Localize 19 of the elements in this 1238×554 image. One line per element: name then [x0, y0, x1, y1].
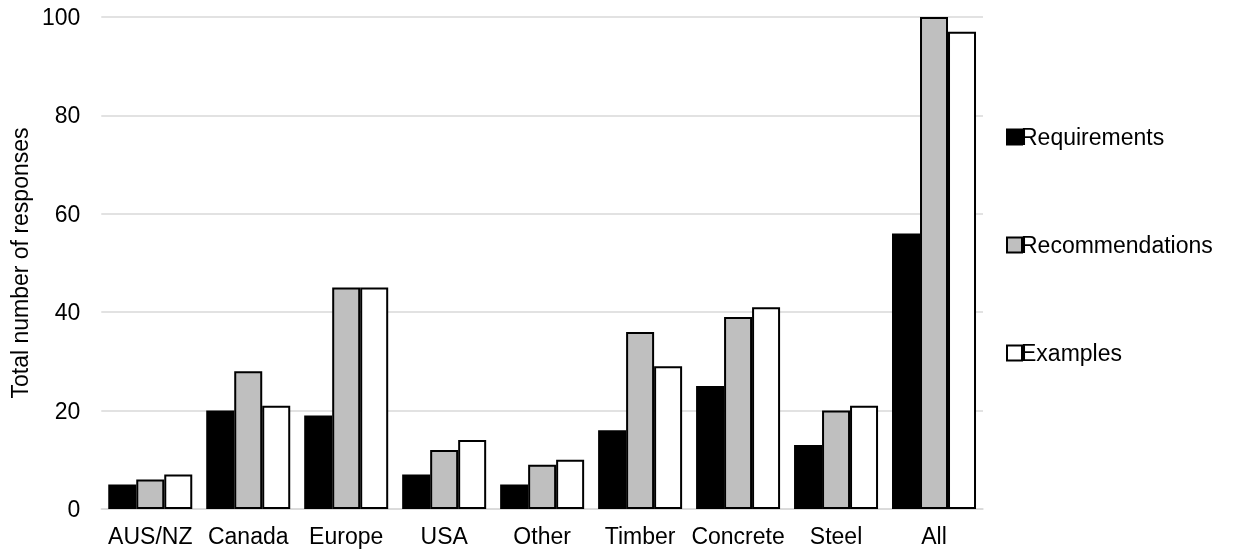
x-tick-label: Steel [809, 522, 863, 549]
y-tick-label: 80 [54, 102, 81, 129]
y-tick-label: 100 [41, 4, 81, 30]
legend-label: Recommendations [1021, 232, 1213, 258]
x-tick-label: Concrete [691, 522, 785, 549]
y-axis-title: Total number of responses [6, 127, 33, 399]
y-tick-label: 60 [54, 200, 81, 227]
y-tick-label: 0 [67, 496, 81, 522]
legend-label: Examples [1021, 340, 1122, 366]
legend-label: Requirements [1021, 124, 1165, 150]
x-tick-label: All [921, 522, 947, 549]
x-tick-label: Canada [207, 522, 289, 549]
x-tick-label: USA [420, 522, 469, 549]
x-tick-label: Timber [604, 522, 676, 549]
x-tick-label: Europe [309, 522, 384, 549]
x-tick-label: AUS/NZ [108, 522, 193, 549]
x-tick-label: Other [513, 522, 572, 549]
y-tick-label: 40 [54, 299, 81, 326]
y-tick-label: 20 [54, 397, 81, 424]
